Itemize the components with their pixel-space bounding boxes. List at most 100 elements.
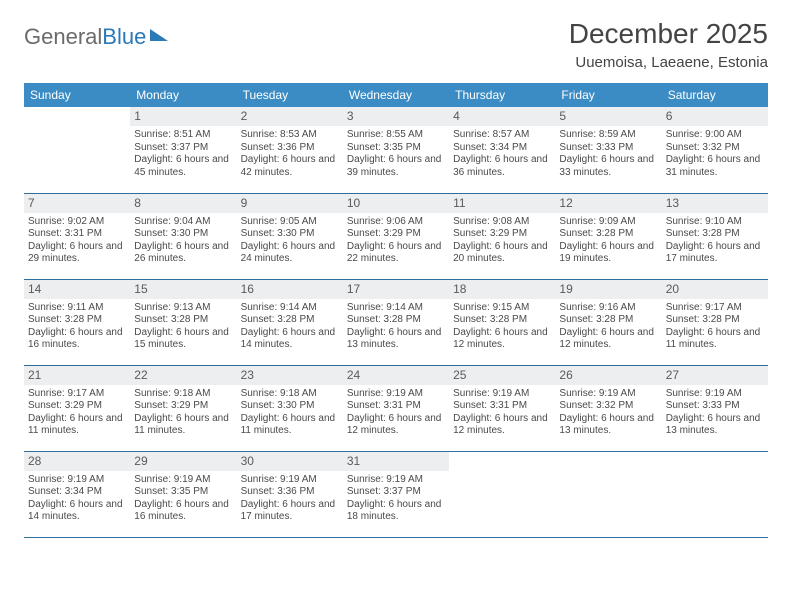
day-details: Sunrise: 9:19 AMSunset: 3:37 PMDaylight:… — [343, 473, 449, 528]
calendar-cell — [662, 451, 768, 537]
day-number: 1 — [130, 107, 236, 126]
sunset-line: Sunset: 3:28 PM — [666, 228, 764, 241]
day-details: Sunrise: 9:09 AMSunset: 3:28 PMDaylight:… — [555, 215, 661, 270]
calendar-week-row: 28Sunrise: 9:19 AMSunset: 3:34 PMDayligh… — [24, 451, 768, 537]
calendar-cell: 1Sunrise: 8:51 AMSunset: 3:37 PMDaylight… — [130, 107, 236, 193]
daylight-line: Daylight: 6 hours and 12 minutes. — [559, 327, 657, 352]
calendar-week-row: 7Sunrise: 9:02 AMSunset: 3:31 PMDaylight… — [24, 193, 768, 279]
sunset-line: Sunset: 3:28 PM — [559, 228, 657, 241]
day-details: Sunrise: 8:55 AMSunset: 3:35 PMDaylight:… — [343, 128, 449, 183]
day-number: 22 — [130, 366, 236, 385]
logo-word-2: Blue — [102, 24, 146, 49]
calendar-cell: 20Sunrise: 9:17 AMSunset: 3:28 PMDayligh… — [662, 279, 768, 365]
calendar-cell: 30 Sunrise: 9:19 AMSunset: 3:36 PMDayligh… — [237, 451, 343, 537]
calendar-cell: 29Sunrise: 9:19 AMSunset: 3:35 PMDayligh… — [130, 451, 236, 537]
sunrise-line: Sunrise: 9:17 AM — [666, 302, 764, 315]
sunset-line: Sunset: 3:30 PM — [241, 228, 339, 241]
day-number: 31 — [343, 452, 449, 471]
sunrise-line: Sunrise: 9:11 AM — [28, 302, 126, 315]
daylight-line: Daylight: 6 hours and 13 minutes. — [666, 413, 764, 438]
day-number: 30 — [237, 452, 343, 471]
sunset-line: Sunset: 3:28 PM — [453, 314, 551, 327]
day-details: Sunrise: 9:17 AMSunset: 3:28 PMDaylight:… — [662, 301, 768, 356]
sunset-line: Sunset: 3:29 PM — [28, 400, 126, 413]
day-details: Sunrise: 9:05 AMSunset: 3:30 PMDaylight:… — [237, 215, 343, 270]
calendar-cell: 2 Sunrise: 8:53 AMSunset: 3:36 PMDaylight… — [237, 107, 343, 193]
sunset-line: Sunset: 3:35 PM — [134, 486, 232, 499]
daylight-line: Daylight: 6 hours and 11 minutes. — [28, 413, 126, 438]
calendar-cell: 27Sunrise: 9:19 AMSunset: 3:33 PMDayligh… — [662, 365, 768, 451]
calendar-cell: 31 Sunrise: 9:19 AMSunset: 3:37 PMDayligh… — [343, 451, 449, 537]
sunset-line: Sunset: 3:28 PM — [134, 314, 232, 327]
day-details: Sunrise: 9:11 AMSunset: 3:28 PMDaylight:… — [24, 301, 130, 356]
logo-text: GeneralBlue — [24, 24, 146, 50]
sunrise-line: Sunrise: 9:06 AM — [347, 216, 445, 229]
calendar-cell — [24, 107, 130, 193]
sunrise-line: Sunrise: 9:19 AM — [28, 474, 126, 487]
day-number: 8 — [130, 194, 236, 213]
calendar-cell: 16Sunrise: 9:14 AMSunset: 3:28 PMDayligh… — [237, 279, 343, 365]
day-details: Sunrise: 8:57 AMSunset: 3:34 PMDaylight:… — [449, 128, 555, 183]
calendar-cell: 8Sunrise: 9:04 AMSunset: 3:30 PMDaylight… — [130, 193, 236, 279]
sunrise-line: Sunrise: 9:08 AM — [453, 216, 551, 229]
sunset-line: Sunset: 3:28 PM — [347, 314, 445, 327]
calendar-cell: 23Sunrise: 9:18 AMSunset: 3:30 PMDayligh… — [237, 365, 343, 451]
day-details: Sunrise: 9:13 AMSunset: 3:28 PMDaylight:… — [130, 301, 236, 356]
calendar-cell: 15Sunrise: 9:13 AMSunset: 3:28 PMDayligh… — [130, 279, 236, 365]
page-title: December 2025 — [569, 18, 768, 50]
sunrise-line: Sunrise: 9:00 AM — [666, 129, 764, 142]
day-number: 18 — [449, 280, 555, 299]
weekday-header: Saturday — [662, 83, 768, 107]
calendar-cell — [555, 451, 661, 537]
weekday-header: Tuesday — [237, 83, 343, 107]
day-number: 26 — [555, 366, 661, 385]
day-details: Sunrise: 9:14 AMSunset: 3:28 PMDaylight:… — [343, 301, 449, 356]
sunrise-line: Sunrise: 9:16 AM — [559, 302, 657, 315]
sunset-line: Sunset: 3:28 PM — [241, 314, 339, 327]
weekday-header: Friday — [555, 83, 661, 107]
sunrise-line: Sunrise: 9:18 AM — [241, 388, 339, 401]
sunrise-line: Sunrise: 9:02 AM — [28, 216, 126, 229]
sunset-line: Sunset: 3:31 PM — [28, 228, 126, 241]
sunrise-line: Sunrise: 9:14 AM — [347, 302, 445, 315]
weekday-header: Thursday — [449, 83, 555, 107]
calendar-cell — [449, 451, 555, 537]
daylight-line: Daylight: 6 hours and 16 minutes. — [134, 499, 232, 524]
day-details: Sunrise: 9:19 AMSunset: 3:36 PMDaylight:… — [237, 473, 343, 528]
daylight-line: Daylight: 6 hours and 42 minutes. — [241, 154, 339, 179]
sunrise-line: Sunrise: 9:13 AM — [134, 302, 232, 315]
sunset-line: Sunset: 3:30 PM — [241, 400, 339, 413]
sunset-line: Sunset: 3:29 PM — [453, 228, 551, 241]
day-number: 13 — [662, 194, 768, 213]
calendar-cell: 25Sunrise: 9:19 AMSunset: 3:31 PMDayligh… — [449, 365, 555, 451]
day-number: 7 — [24, 194, 130, 213]
calendar-cell: 14Sunrise: 9:11 AMSunset: 3:28 PMDayligh… — [24, 279, 130, 365]
sunset-line: Sunset: 3:29 PM — [347, 228, 445, 241]
day-details: Sunrise: 9:06 AMSunset: 3:29 PMDaylight:… — [343, 215, 449, 270]
sunset-line: Sunset: 3:28 PM — [666, 314, 764, 327]
sunset-line: Sunset: 3:28 PM — [559, 314, 657, 327]
sunrise-line: Sunrise: 8:57 AM — [453, 129, 551, 142]
sunset-line: Sunset: 3:32 PM — [559, 400, 657, 413]
sunrise-line: Sunrise: 8:55 AM — [347, 129, 445, 142]
day-details: Sunrise: 9:19 AMSunset: 3:32 PMDaylight:… — [555, 387, 661, 442]
daylight-line: Daylight: 6 hours and 31 minutes. — [666, 154, 764, 179]
sunset-line: Sunset: 3:35 PM — [347, 142, 445, 155]
sunrise-line: Sunrise: 9:19 AM — [666, 388, 764, 401]
weekday-header: Wednesday — [343, 83, 449, 107]
day-number: 5 — [555, 107, 661, 126]
day-details: Sunrise: 8:53 AMSunset: 3:36 PMDaylight:… — [237, 128, 343, 183]
day-details: Sunrise: 9:14 AMSunset: 3:28 PMDaylight:… — [237, 301, 343, 356]
day-number: 17 — [343, 280, 449, 299]
daylight-line: Daylight: 6 hours and 39 minutes. — [347, 154, 445, 179]
day-number: 10 — [343, 194, 449, 213]
sunrise-line: Sunrise: 9:19 AM — [241, 474, 339, 487]
sunset-line: Sunset: 3:33 PM — [559, 142, 657, 155]
sunset-line: Sunset: 3:30 PM — [134, 228, 232, 241]
calendar-cell: 17 Sunrise: 9:14 AMSunset: 3:28 PMDayligh… — [343, 279, 449, 365]
day-number: 2 — [237, 107, 343, 126]
day-details: Sunrise: 9:18 AMSunset: 3:30 PMDaylight:… — [237, 387, 343, 442]
sunset-line: Sunset: 3:32 PM — [666, 142, 764, 155]
day-details: Sunrise: 9:19 AMSunset: 3:31 PMDaylight:… — [343, 387, 449, 442]
day-details: Sunrise: 9:19 AMSunset: 3:35 PMDaylight:… — [130, 473, 236, 528]
